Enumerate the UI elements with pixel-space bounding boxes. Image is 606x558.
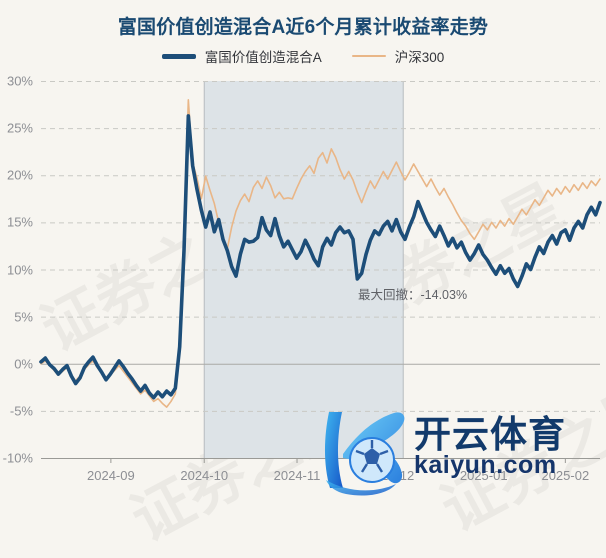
max-drawdown-annotation: 最大回撤：-14.03% [358, 288, 468, 302]
legend-label-benchmark: 沪深300 [394, 50, 445, 65]
x-axis-tick-label: 2024-12 [366, 468, 415, 483]
y-axis-tick-label: 30% [6, 73, 33, 89]
y-axis-tick-label: -5% [9, 403, 33, 419]
page-title: 富国价值创造混合A近6个月累计收益率走势 [117, 17, 489, 38]
y-axis-tick-label: 20% [6, 167, 33, 183]
legend-item-fund[interactable]: 富国价值创造混合A [161, 46, 322, 66]
x-axis-tick-label: 2024-10 [180, 468, 229, 483]
legend-label-fund: 富国价值创造混合A [204, 50, 322, 65]
x-axis-tick-label: 2024-11 [273, 468, 321, 483]
x-axis-tick-label: 2024-09 [87, 468, 135, 483]
y-axis-tick-label: 15% [6, 214, 33, 230]
y-axis-tick-label: 0% [14, 356, 33, 372]
logo-url: kaiyun.com [414, 451, 557, 479]
plot-area [39, 81, 602, 463]
y-axis-tick-label: 10% [6, 262, 33, 277]
y-axis-tick-label: -10% [2, 450, 33, 466]
fund-performance-chart: 证券之星证券之星证券之星证券之星 富国价值创造混合A近6个月累计收益率走势 富国… [0, 17, 606, 554]
chart-legend: 富国价值创造混合A 沪深300 [0, 46, 606, 66]
y-axis-tick-label: 25% [6, 120, 33, 136]
legend-swatch-benchmark [351, 55, 386, 57]
fund-line [39, 114, 602, 400]
logo-brand-name: 开云体育 [414, 414, 566, 455]
legend-item-benchmark[interactable]: 沪深300 [351, 46, 445, 66]
legend-swatch-fund [161, 53, 196, 59]
x-axis-tick-label: 2025-02 [541, 468, 590, 483]
x-axis-tick-label: 2025-01 [459, 468, 508, 483]
benchmark-line [40, 99, 601, 408]
y-axis-tick-label: 5% [14, 309, 33, 325]
